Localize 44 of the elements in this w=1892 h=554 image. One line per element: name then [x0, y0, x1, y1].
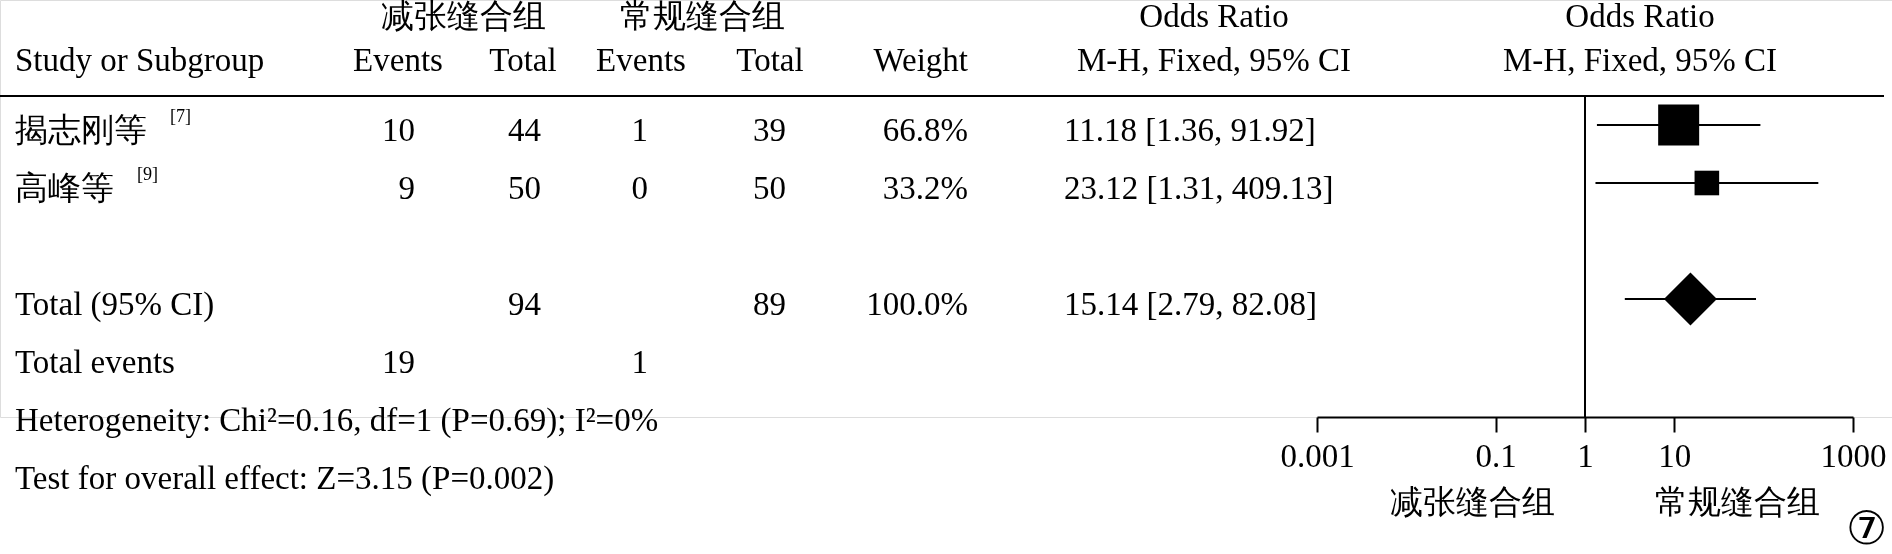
text: 39 — [753, 112, 786, 148]
text: 100.0% — [866, 286, 968, 322]
text: 33.2% — [882, 170, 968, 206]
text: 89 — [753, 286, 786, 322]
x-tick-label: 0.1 — [1475, 437, 1517, 474]
x-tick-label: 1 — [1577, 437, 1594, 474]
x-tick-label: 1000 — [1820, 437, 1887, 474]
text: Study or Subgroup — [15, 42, 265, 78]
text: 常规缝合组 — [1654, 484, 1820, 520]
text: 9 — [398, 170, 415, 206]
category-label: Total (95% CI) — [15, 286, 215, 322]
category-label: Total events — [15, 344, 175, 380]
category-label: Events — [596, 42, 686, 78]
text: 0 — [631, 170, 648, 206]
category-label: M-H, Fixed, 95% CI — [1076, 42, 1352, 78]
category-label: 高峰等[9] — [15, 164, 159, 206]
text: 50 — [508, 170, 541, 206]
text: 19 — [382, 344, 415, 380]
text: ⑦ — [1845, 503, 1887, 554]
x-tick-label: 0.001 — [1280, 437, 1355, 474]
text: 1 — [631, 344, 648, 380]
text: 11.18 [1.36, 91.92] — [1064, 112, 1316, 148]
category-label: Total — [489, 42, 557, 78]
category-label: Events — [353, 42, 443, 78]
text: 50 — [753, 170, 786, 206]
chart-subtitle: M-H, Fixed, 95% CI — [1502, 42, 1778, 78]
text: 66.8% — [882, 112, 968, 148]
chart-title: Odds Ratio — [1565, 0, 1715, 34]
text: 减张缝合组 — [1389, 484, 1555, 520]
text: Test for overall effect: Z=3.15 (P=0.002) — [15, 460, 555, 497]
text: 1 — [631, 112, 648, 148]
text: Odds Ratio — [1139, 0, 1289, 34]
text: 94 — [508, 286, 541, 322]
category-label: Total — [736, 42, 804, 78]
text: 10 — [382, 112, 415, 148]
text: 15.14 [2.79, 82.08] — [1064, 286, 1317, 322]
text: 常规缝合组 — [619, 0, 785, 34]
category-label: 揭志刚等[7] — [15, 106, 192, 148]
text: Heterogeneity: Chi²=0.16, df=1 (P=0.69); I²=0% — [15, 402, 659, 439]
text: 减张缝合组 — [380, 0, 546, 34]
text: 44 — [508, 112, 541, 148]
x-tick-label: 10 — [1658, 437, 1692, 474]
category-label: Weight — [873, 42, 968, 78]
text: 23.12 [1.31, 409.13] — [1064, 170, 1334, 206]
